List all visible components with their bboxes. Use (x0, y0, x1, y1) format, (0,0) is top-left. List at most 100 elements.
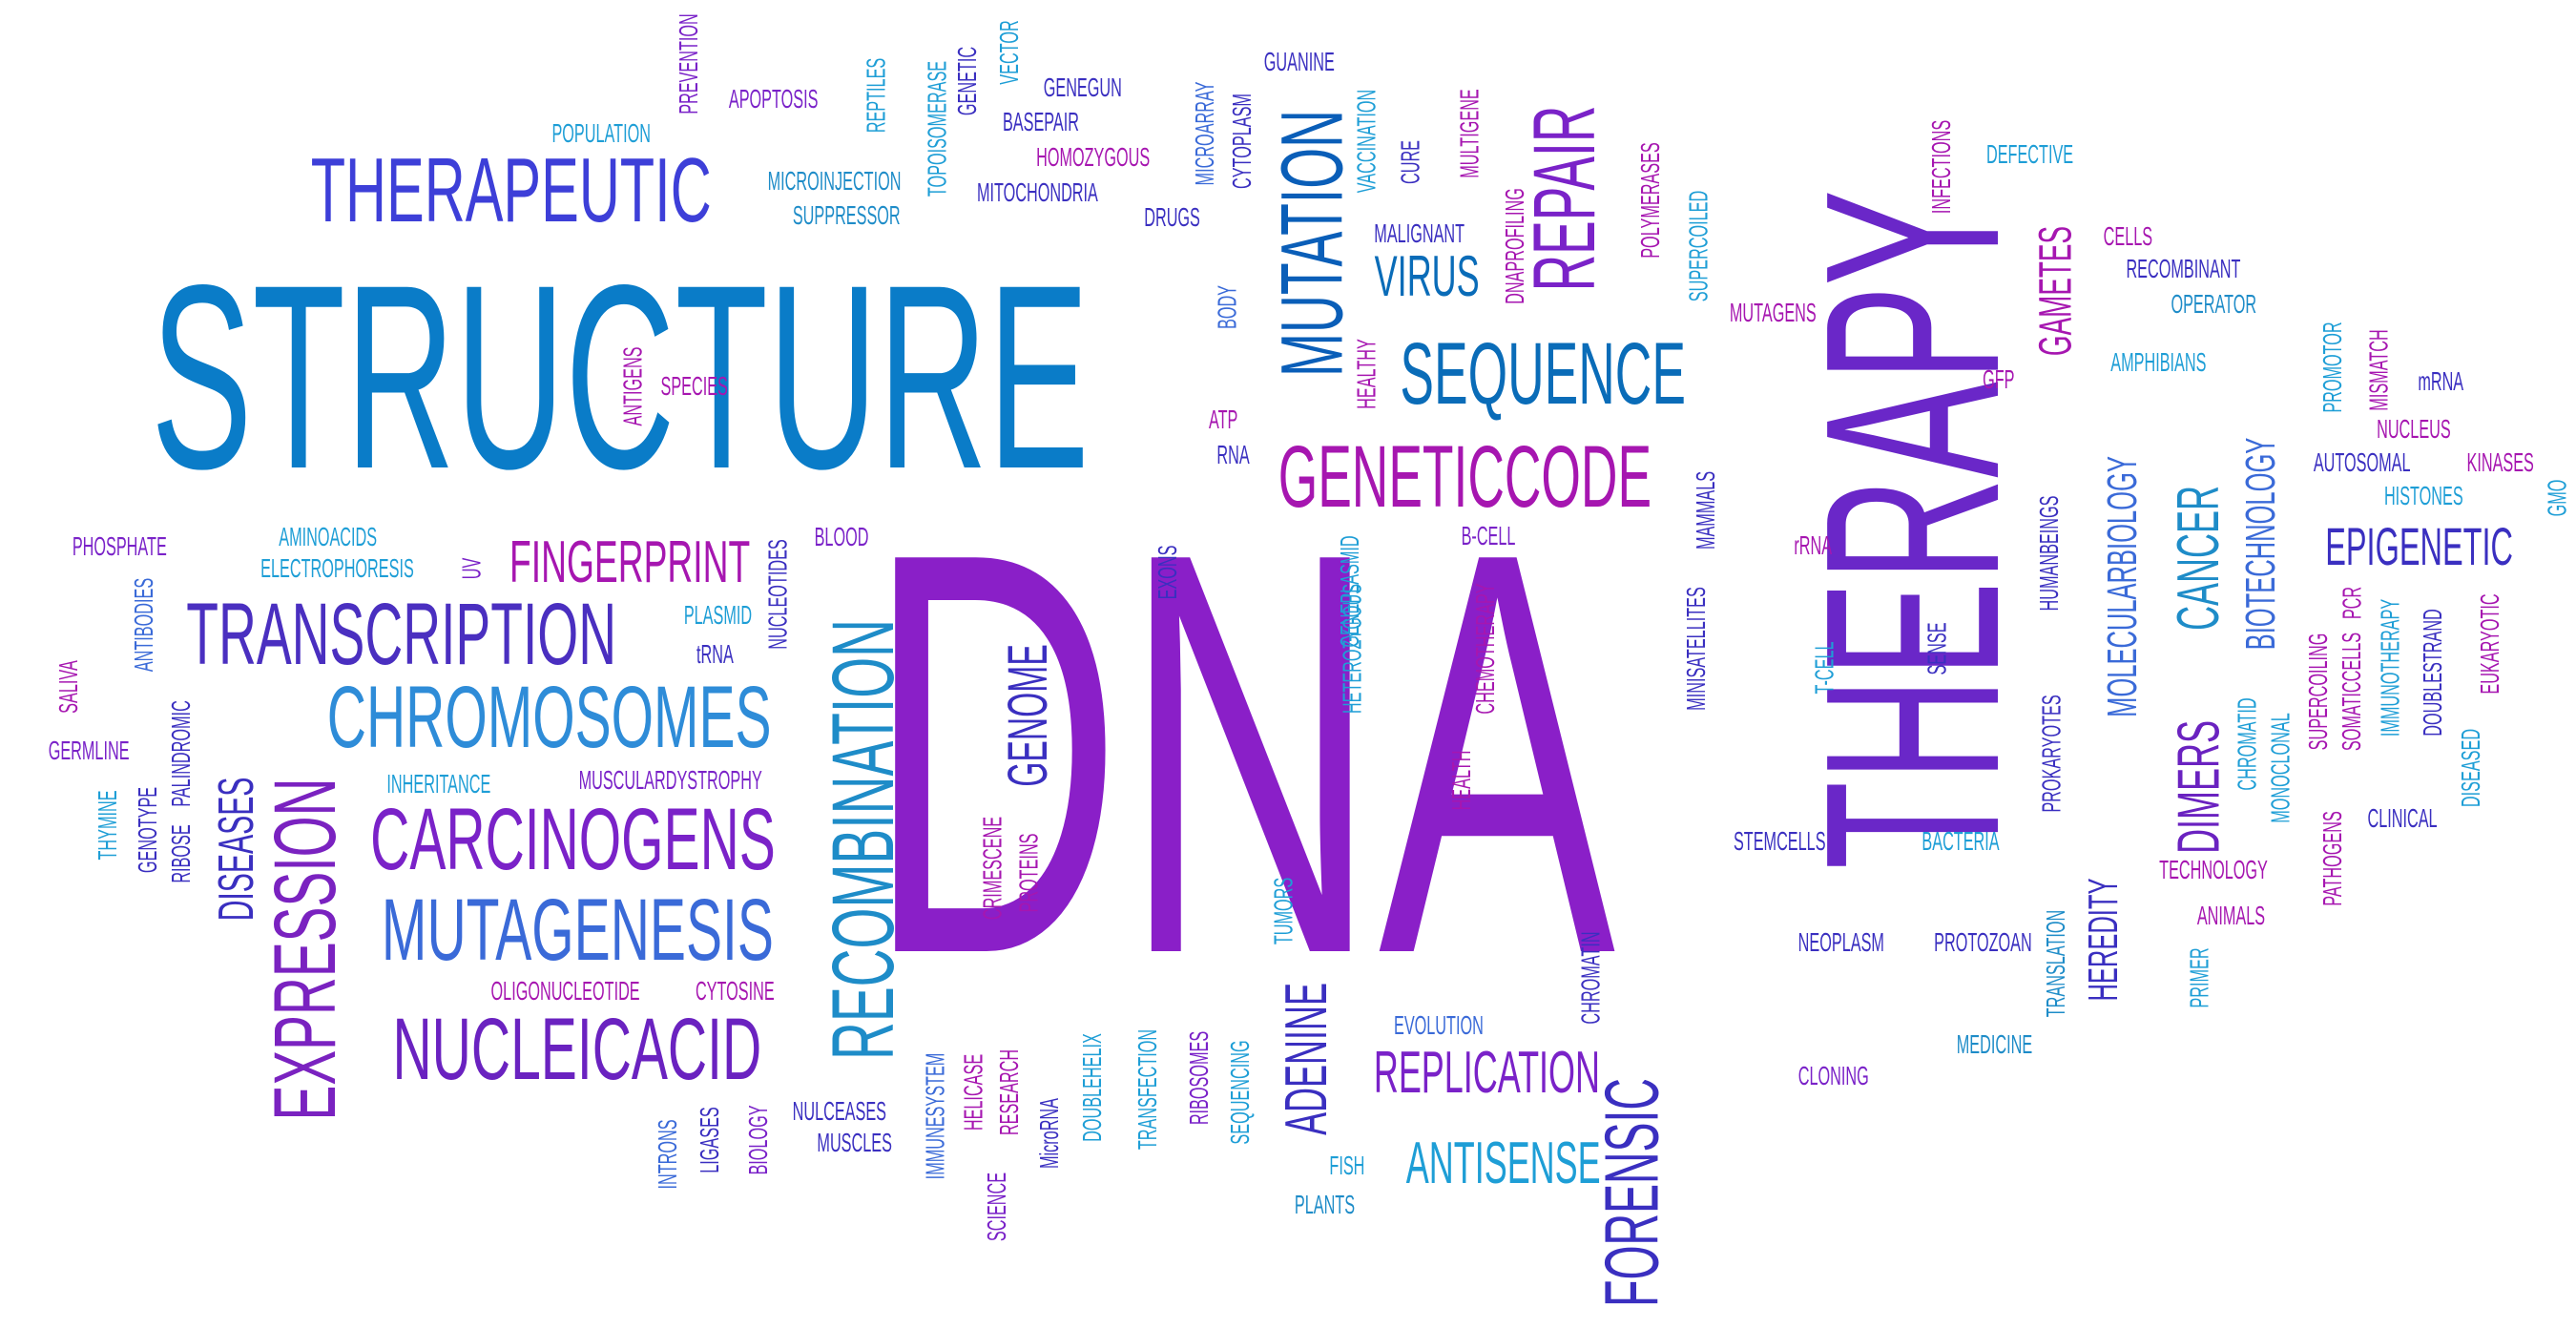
word-malignant: MALIGNANT (1373, 218, 1465, 248)
word-b-cell: B-CELL (1461, 521, 1516, 550)
word-minisatellites: MINISATELLITES (1680, 587, 1711, 711)
word-nucleus: NUCLEUS (2377, 414, 2451, 444)
word-species: SPECIES (659, 371, 728, 401)
word-introns: INTRONS (653, 1119, 682, 1190)
word-electrophoresis: ELECTROPHORESIS (260, 553, 414, 583)
word-recombination: RECOMBINATION (815, 618, 913, 1061)
word-mismatch: MISMATCH (2363, 329, 2394, 411)
word-saliva: SALIVA (52, 660, 83, 714)
word-structure: STRUCTURE (151, 230, 1090, 524)
word-neoplasm: NEOPLASM (1797, 927, 1884, 957)
word-cells: CELLS (2103, 221, 2152, 251)
word-reptiles: REPTILES (861, 57, 891, 134)
word-atp: ATP (1209, 405, 1238, 434)
word-humanbeings: HUMANBEINGS (2034, 495, 2065, 612)
word-antigens: ANTIGENS (617, 346, 648, 426)
word-adenine: ADENINE (1273, 983, 1340, 1135)
word-transfection: TRANSFECTION (1132, 1028, 1162, 1151)
word-doublehelix: DOUBLEHELIX (1077, 1033, 1108, 1142)
word-nulceases: NULCEASES (792, 1096, 887, 1126)
word-virus: VIRUS (1374, 244, 1480, 308)
word-microinjection: MICROINJECTION (767, 166, 901, 196)
word-biotechnology: BIOTECHNOLOGY (2236, 437, 2284, 651)
word-eukaryotic: EUKARYOTIC (2474, 593, 2504, 695)
word-defective: DEFECTIVE (1985, 139, 2073, 169)
word-cancer: CANCER (2165, 486, 2232, 631)
word-histones: HISTONES (2383, 481, 2463, 510)
word-medicine: MEDICINE (1956, 1029, 2032, 1059)
word-tumors: TUMORS (1268, 877, 1298, 945)
word-epigenetic: EPIGENETIC (2324, 516, 2513, 576)
word-oligonucleotide: OLIGONUCLEOTIDE (490, 976, 640, 1006)
word-homozygous: HOMOZYGOUS (1035, 142, 1150, 172)
word-inheritance: INHERITANCE (386, 769, 491, 799)
word-diseases: DISEASES (209, 777, 265, 922)
word-protozoan: PROTOZOAN (1933, 927, 2032, 957)
word-infections: INFECTIONS (1925, 119, 1956, 215)
word-crimescene: CRIMESCENE (976, 816, 1007, 921)
word-antisense: ANTISENSE (1405, 1131, 1601, 1196)
word-cytoplasm: CYTOPLASM (1227, 93, 1257, 189)
word-fish: FISH (1329, 1151, 1365, 1180)
word-supercoiling: SUPERCOILING (2302, 633, 2333, 751)
word-plants: PLANTS (1294, 1190, 1355, 1219)
word-health: HEALTH (1446, 750, 1477, 811)
word-mrna: mRNA (2418, 366, 2464, 396)
word-cure: CURE (1395, 139, 1425, 185)
word-chemotherapy: CHEMOTHERAPY (1470, 583, 1501, 715)
word-cloning: CLONING (1797, 1061, 1869, 1090)
word-dnaprofiling: DNAPROFILING (1500, 188, 1530, 304)
word-sequence: SEQUENCE (1400, 325, 1686, 423)
word-phosphate: PHOSPHATE (72, 531, 167, 561)
word-antibodies: ANTIBODIES (128, 577, 158, 673)
word-pcr: PCR (2337, 586, 2367, 620)
word-fingerprint: FINGERPRINT (509, 529, 751, 595)
word-chromatin: CHROMATIN (1575, 931, 1606, 1025)
word-immunotherapy: IMMUNOTHERAPY (2374, 598, 2404, 737)
word-mammals: MAMMALS (1690, 470, 1720, 550)
word-mitochondria: MITOCHONDRIA (976, 177, 1098, 207)
word-body: BODY (1212, 284, 1242, 330)
word-germline: GERMLINE (48, 736, 130, 765)
word-doublestrand: DOUBLESTRAND (2418, 609, 2448, 737)
word-prokaryotes: PROKARYOTES (2035, 695, 2066, 813)
word-musculardystrophy: MUSCULARDYSTROPHY (578, 765, 762, 795)
word-gfp: GFP (1983, 364, 2015, 394)
word-replication: REPLICATION (1373, 1040, 1600, 1106)
word-recombinant: RECOMBINANT (2125, 254, 2240, 283)
word-heredity: HEREDITY (2080, 878, 2128, 1002)
word-topoisomerase: TOPOISOMERASE (922, 60, 952, 197)
word-t-cell: T-CELL (1808, 641, 1839, 695)
word-genotype: GENOTYPE (132, 786, 162, 874)
word-biology: BIOLOGY (743, 1105, 774, 1175)
word-population: POPULATION (551, 118, 651, 148)
word-uv: UV (455, 557, 486, 580)
word-microarray: MICROARRAY (1189, 81, 1219, 186)
word-suppressor: SUPPRESSOR (792, 200, 901, 230)
word-autosomal: AUTOSOMAL (2313, 447, 2410, 477)
word-promotor: PROMOTOR (2317, 322, 2348, 413)
word-stemcells: STEMCELLS (1733, 826, 1826, 856)
word-forensic: FORENSIC (1589, 1078, 1674, 1307)
word-drugs: DRUGS (1143, 202, 1200, 232)
word-healthy: HEALTHY (1351, 339, 1381, 409)
word-plasmid: PLASMID (683, 600, 752, 630)
word-heterozygous: HETEROZYGOUS (1336, 583, 1366, 715)
word-amphibians: AMPHIBIANS (2109, 347, 2206, 377)
word-bacteria: BACTERIA (1922, 826, 2000, 856)
word-helicase: HELICASE (957, 1053, 987, 1131)
word-guanine: GUANINE (1263, 47, 1335, 76)
word-carcinogens: CARCINOGENS (369, 791, 776, 888)
word-monoclonal: MONOCLONAL (2265, 713, 2296, 823)
word-muscles: MUSCLES (816, 1128, 892, 1157)
word-thymine: THYMINE (93, 790, 122, 861)
word-operator: OPERATOR (2170, 289, 2256, 319)
word-ligases: LIGASES (694, 1107, 724, 1173)
word-palindromic: PALINDROMIC (166, 700, 197, 807)
word-apoptosis: APOPTOSIS (728, 84, 818, 114)
word-proteins: PROTEINS (1013, 833, 1044, 913)
word-primer: PRIMER (2183, 947, 2213, 1008)
word-genome: GENOME (996, 644, 1059, 787)
word-dna: DNA (865, 434, 1615, 1073)
